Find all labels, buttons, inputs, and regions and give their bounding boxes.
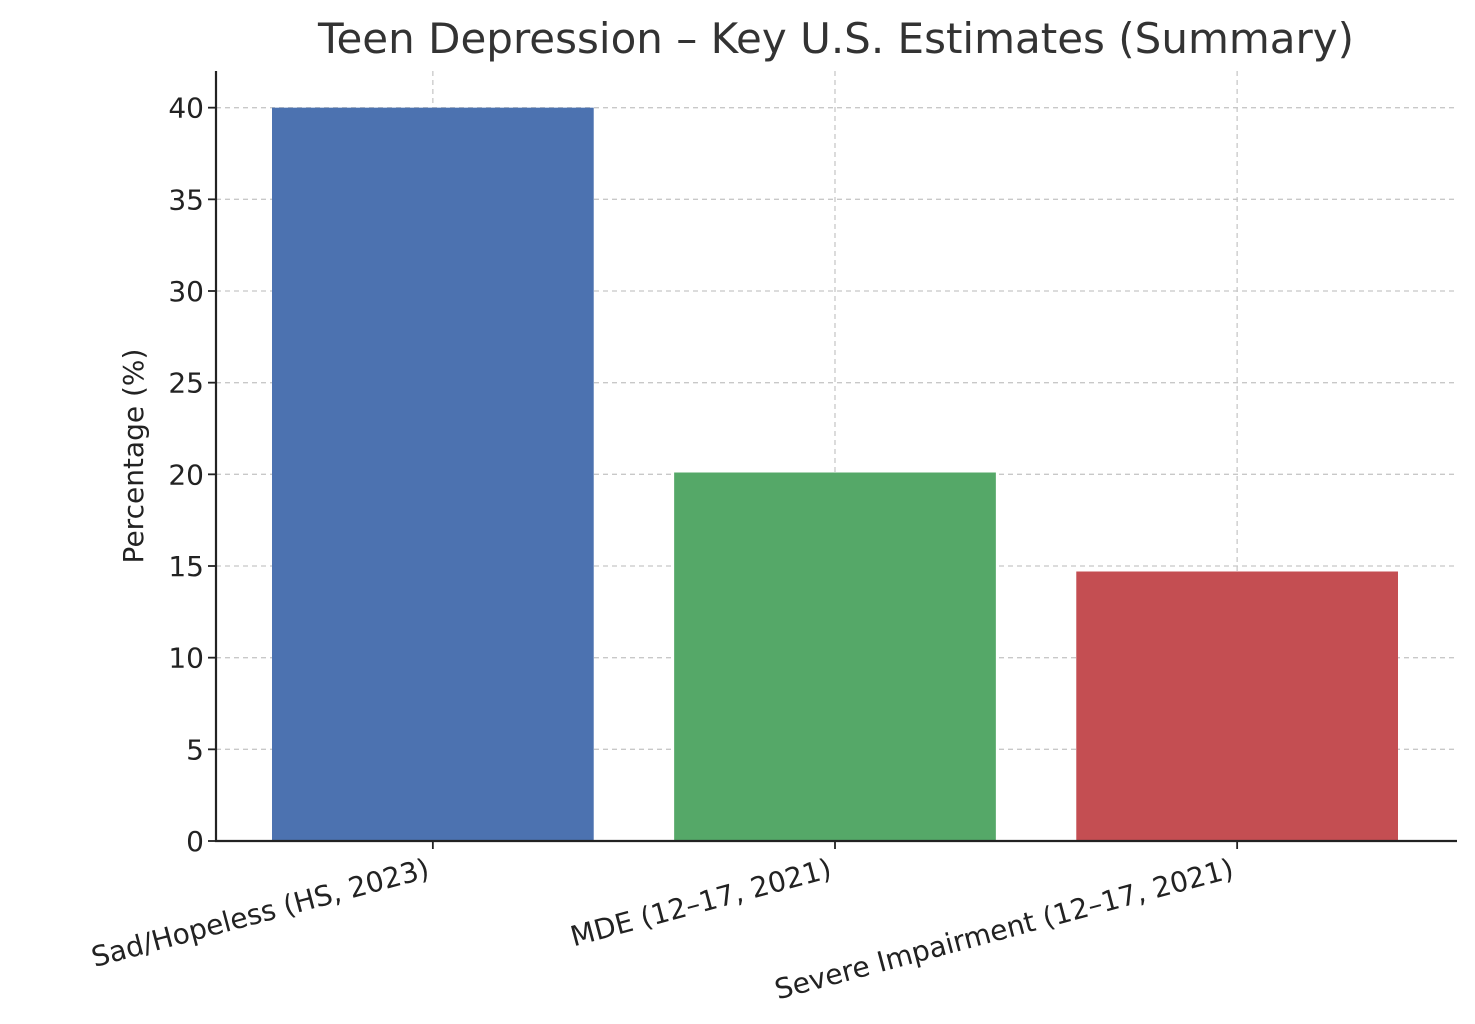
y-tick-label: 30	[168, 275, 204, 308]
y-axis-ticks: 0 5 10 15 20 25 30 35 40	[168, 92, 216, 858]
bar	[1076, 571, 1398, 841]
y-tick-label: 25	[168, 367, 204, 400]
x-tick-label: Sad/Hopeless (HS, 2023)	[88, 852, 433, 974]
x-tick-label: MDE (12–17, 2021)	[567, 852, 835, 953]
y-tick-label: 10	[168, 642, 204, 675]
y-axis-label: Percentage (%)	[117, 349, 150, 564]
y-tick-label: 0	[186, 825, 204, 858]
y-tick-label: 20	[168, 458, 204, 491]
bars	[272, 107, 1398, 841]
y-tick-label: 15	[168, 550, 204, 583]
bar	[674, 472, 996, 841]
x-tick-label: Severe Impairment (12–17, 2021)	[771, 852, 1237, 1006]
y-tick-label: 5	[186, 733, 204, 766]
y-tick-label: 40	[168, 92, 204, 125]
bar	[272, 107, 594, 841]
y-tick-label: 35	[168, 183, 204, 216]
chart-title: Teen Depression – Key U.S. Estimates (Su…	[317, 14, 1354, 63]
x-axis-ticks: Sad/Hopeless (HS, 2023) MDE (12–17, 2021)…	[88, 841, 1239, 1006]
